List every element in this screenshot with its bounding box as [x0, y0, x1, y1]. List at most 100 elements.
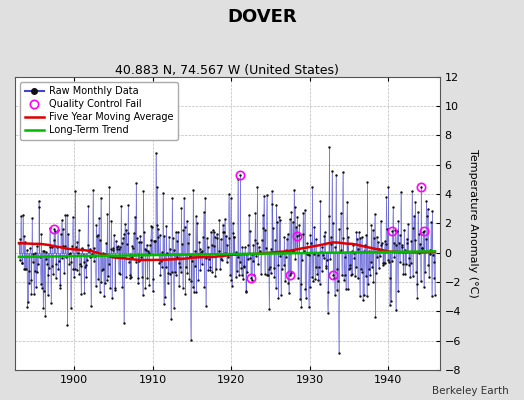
- Point: [229, 230, 237, 236]
- Point: [305, 252, 313, 258]
- Point: [182, 264, 190, 270]
- Point: [353, 236, 361, 242]
- Point: [231, 251, 239, 257]
- Point: [404, 221, 412, 227]
- Point: [337, 247, 345, 254]
- Point: [375, 246, 384, 253]
- Point: [100, 293, 108, 300]
- Point: [240, 263, 248, 269]
- Point: [145, 250, 153, 256]
- Point: [263, 271, 271, 278]
- Point: [258, 237, 266, 243]
- Point: [228, 220, 237, 226]
- Point: [99, 250, 107, 256]
- Point: [75, 261, 84, 268]
- Point: [428, 208, 436, 214]
- Point: [162, 222, 170, 229]
- Point: [205, 264, 214, 270]
- Point: [90, 257, 98, 264]
- Point: [401, 271, 409, 277]
- Point: [107, 218, 115, 224]
- Point: [305, 284, 314, 290]
- Point: [183, 270, 191, 276]
- Point: [367, 222, 376, 228]
- Point: [95, 289, 104, 296]
- Point: [173, 238, 182, 244]
- Point: [78, 245, 86, 251]
- Point: [230, 234, 238, 240]
- Point: [430, 259, 438, 266]
- Point: [267, 246, 275, 252]
- Point: [179, 227, 188, 233]
- Point: [316, 198, 324, 204]
- Point: [58, 254, 67, 261]
- Point: [335, 226, 344, 232]
- Point: [86, 254, 94, 261]
- Point: [235, 272, 243, 278]
- Point: [125, 258, 133, 265]
- Point: [119, 320, 128, 326]
- Point: [225, 235, 233, 241]
- Point: [205, 256, 213, 263]
- Point: [143, 275, 151, 281]
- Point: [345, 266, 353, 272]
- Point: [323, 310, 332, 316]
- Point: [284, 280, 292, 286]
- Point: [245, 228, 254, 234]
- Point: [51, 275, 60, 281]
- Point: [17, 260, 26, 266]
- Point: [212, 266, 220, 272]
- Point: [303, 250, 312, 257]
- Point: [149, 276, 157, 283]
- Point: [169, 234, 177, 241]
- Point: [418, 244, 426, 251]
- Point: [54, 258, 63, 264]
- Point: [25, 280, 34, 286]
- Point: [21, 266, 30, 272]
- Point: [344, 286, 352, 292]
- Point: [125, 272, 134, 278]
- Point: [194, 277, 203, 283]
- Point: [169, 305, 178, 311]
- Point: [288, 247, 296, 253]
- Point: [407, 238, 416, 244]
- Point: [129, 230, 138, 236]
- Point: [386, 302, 394, 309]
- Point: [166, 270, 174, 277]
- Point: [298, 257, 306, 263]
- Point: [358, 269, 366, 275]
- Point: [246, 254, 254, 261]
- Point: [280, 233, 288, 240]
- Point: [410, 237, 419, 244]
- Point: [170, 246, 178, 253]
- Point: [49, 237, 58, 243]
- Point: [167, 316, 175, 322]
- Point: [321, 229, 329, 236]
- Point: [160, 233, 169, 240]
- Point: [34, 261, 42, 267]
- Point: [214, 251, 222, 258]
- Point: [227, 277, 235, 284]
- Point: [56, 284, 64, 291]
- Point: [389, 204, 397, 210]
- Point: [351, 273, 359, 279]
- Point: [82, 262, 90, 268]
- Point: [367, 259, 375, 265]
- Point: [166, 246, 174, 252]
- Point: [259, 225, 267, 231]
- Point: [16, 236, 25, 242]
- Point: [342, 224, 351, 231]
- Point: [378, 259, 387, 266]
- Point: [290, 186, 298, 193]
- Point: [65, 260, 73, 267]
- Point: [384, 184, 392, 190]
- Point: [193, 220, 201, 227]
- Point: [185, 253, 194, 259]
- Point: [343, 198, 352, 205]
- Point: [157, 258, 165, 264]
- Point: [151, 150, 160, 156]
- Point: [292, 232, 301, 239]
- Point: [41, 313, 49, 319]
- Point: [75, 271, 83, 278]
- Point: [117, 203, 125, 209]
